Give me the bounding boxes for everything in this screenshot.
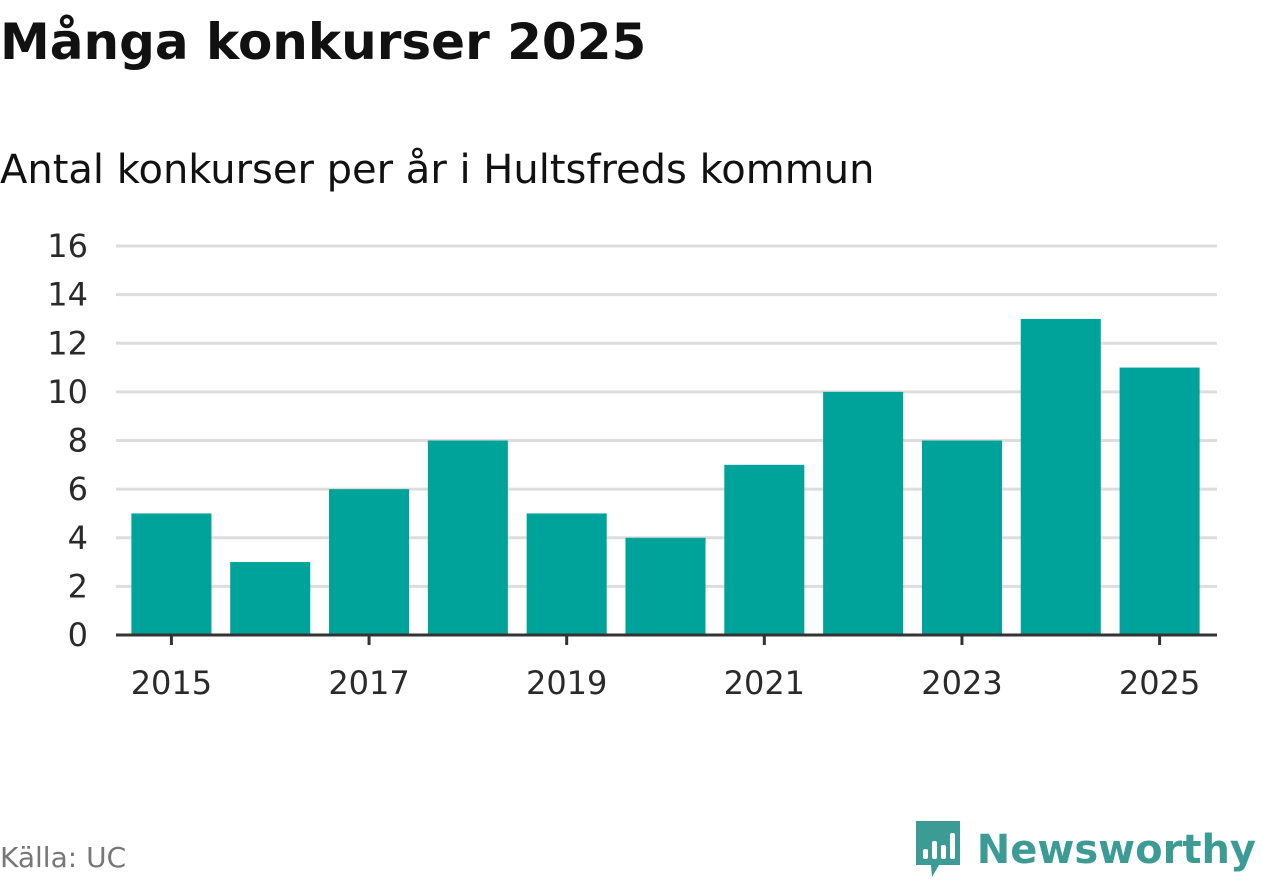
bar-2023 — [921, 440, 1002, 635]
brand-name: Newsworthy — [976, 827, 1256, 873]
chart-title: Många konkurser 2025 — [0, 13, 647, 71]
y-tick-label: 14 — [47, 276, 88, 314]
bar-2022 — [823, 391, 904, 635]
bar-2019 — [526, 513, 607, 635]
bar-2016 — [230, 562, 311, 635]
bar-chart-speech-bubble-icon — [915, 821, 960, 877]
y-tick-label: 8 — [68, 422, 88, 460]
bar-2021 — [724, 464, 805, 635]
y-tick-label: 2 — [68, 567, 88, 605]
y-tick-label: 12 — [47, 324, 88, 362]
bars — [131, 318, 1200, 635]
x-axis: 2015 2017 2019 2021 2023 2025 — [116, 633, 1217, 702]
y-tick-label: 0 — [68, 616, 88, 654]
bar-2025 — [1119, 367, 1200, 635]
chart-subtitle: Antal konkurser per år i Hultsfreds komm… — [0, 147, 875, 193]
y-tick-label: 10 — [47, 373, 88, 411]
bar-chart: 0 2 4 6 8 10 12 14 16 2015 2017 2019 2021 2023 2025 — [47, 227, 1217, 702]
bar-2017 — [329, 489, 410, 635]
x-tick-label: 2015 — [131, 664, 212, 702]
bar-2020 — [625, 537, 706, 635]
source-note: Källa: UC — [0, 841, 127, 874]
y-tick-label: 6 — [68, 470, 88, 508]
y-tick-label: 4 — [68, 519, 88, 557]
y-axis-ticks: 0 2 4 6 8 10 12 14 16 — [47, 227, 88, 654]
x-tick-label: 2025 — [1119, 664, 1200, 702]
x-tick-label: 2017 — [328, 664, 409, 702]
y-tick-label: 16 — [47, 227, 88, 265]
x-tick-label: 2019 — [526, 664, 607, 702]
bar-2024 — [1020, 318, 1101, 635]
brand-logo: Newsworthy — [913, 818, 1256, 882]
x-tick-label: 2021 — [724, 664, 805, 702]
bar-2015 — [131, 513, 212, 635]
bar-2018 — [427, 440, 508, 635]
x-tick-label: 2023 — [921, 664, 1002, 702]
